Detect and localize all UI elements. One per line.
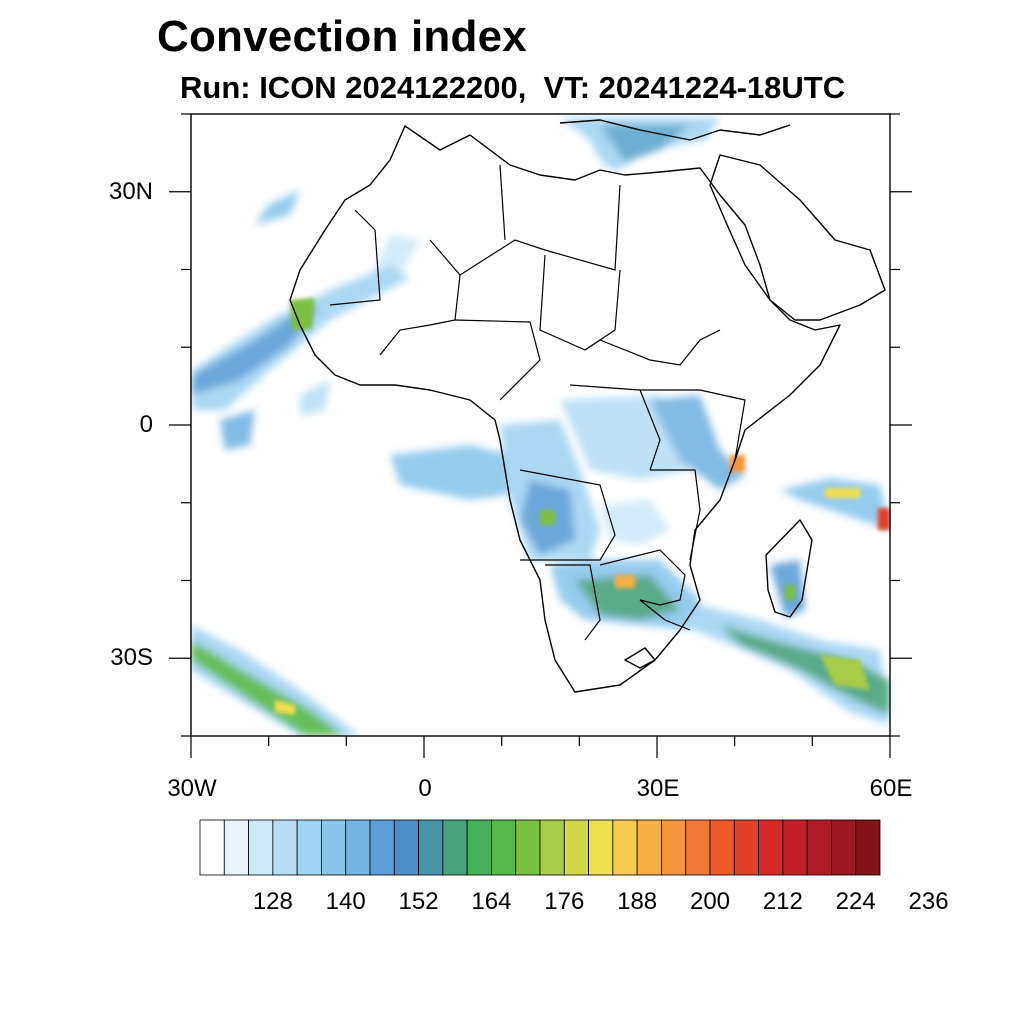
colorbar-swatch (272, 819, 298, 876)
colorbar-swatch (733, 819, 759, 876)
colorbar-swatch (418, 819, 444, 876)
colorbar-label: 188 (617, 888, 658, 915)
colorbar-swatch (223, 819, 249, 876)
colorbar-swatch (466, 819, 492, 876)
colorbar-swatch (539, 819, 565, 876)
colorbar-swatch (588, 819, 614, 876)
colorbar (199, 819, 881, 876)
colorbar-swatch (806, 819, 832, 876)
colorbar-swatch (563, 819, 589, 876)
lat-tick-label: 30S (110, 644, 153, 672)
lat-tick-label: 30N (108, 177, 153, 205)
colorbar-swatch (782, 819, 808, 876)
colorbar-swatch (612, 819, 638, 876)
colorbar-label: 224 (835, 888, 876, 915)
colorbar-swatch (661, 819, 687, 876)
colorbar-swatch (831, 819, 857, 876)
chart-subtitle: Run: ICON 2024122200, VT: 20241224-18UTC (180, 70, 846, 105)
convection-field (191, 118, 890, 736)
colorbar-swatch (321, 819, 347, 876)
colorbar-label: 128 (252, 888, 293, 915)
colorbar-label: 212 (762, 888, 803, 915)
lat-tick-label: 0 (139, 411, 153, 438)
colorbar-swatch (758, 819, 784, 876)
colorbar-swatch (855, 819, 881, 876)
colorbar-swatch (491, 819, 517, 876)
colorbar-swatch (393, 819, 419, 876)
colorbar-label: 200 (689, 888, 731, 915)
colorbar-swatch (296, 819, 322, 876)
colorbar-label: 152 (398, 888, 439, 915)
colorbar-swatch (442, 819, 468, 876)
colorbar-swatch (685, 819, 711, 876)
colorbar-swatch (709, 819, 735, 876)
coastlines (289, 119, 886, 693)
axis-ticks (169, 113, 912, 758)
lon-tick-label: 30E (636, 775, 680, 802)
chart-title: Convection index (157, 12, 527, 61)
colorbar-label: 140 (325, 888, 366, 915)
lon-tick-label: 60E (869, 775, 913, 802)
lon-tick-label: 0 (418, 775, 432, 802)
colorbar-label: 236 (908, 888, 949, 915)
colorbar-swatch (515, 819, 541, 876)
colorbar-label: 164 (471, 888, 512, 915)
colorbar-swatch (369, 819, 395, 876)
colorbar-swatch (248, 819, 274, 876)
colorbar-swatch (199, 819, 225, 876)
colorbar-label: 176 (544, 888, 585, 915)
country-borders (329, 164, 746, 641)
colorbar-swatch (345, 819, 371, 876)
colorbar-swatch (636, 819, 662, 876)
lon-tick-label: 30W (167, 775, 217, 802)
